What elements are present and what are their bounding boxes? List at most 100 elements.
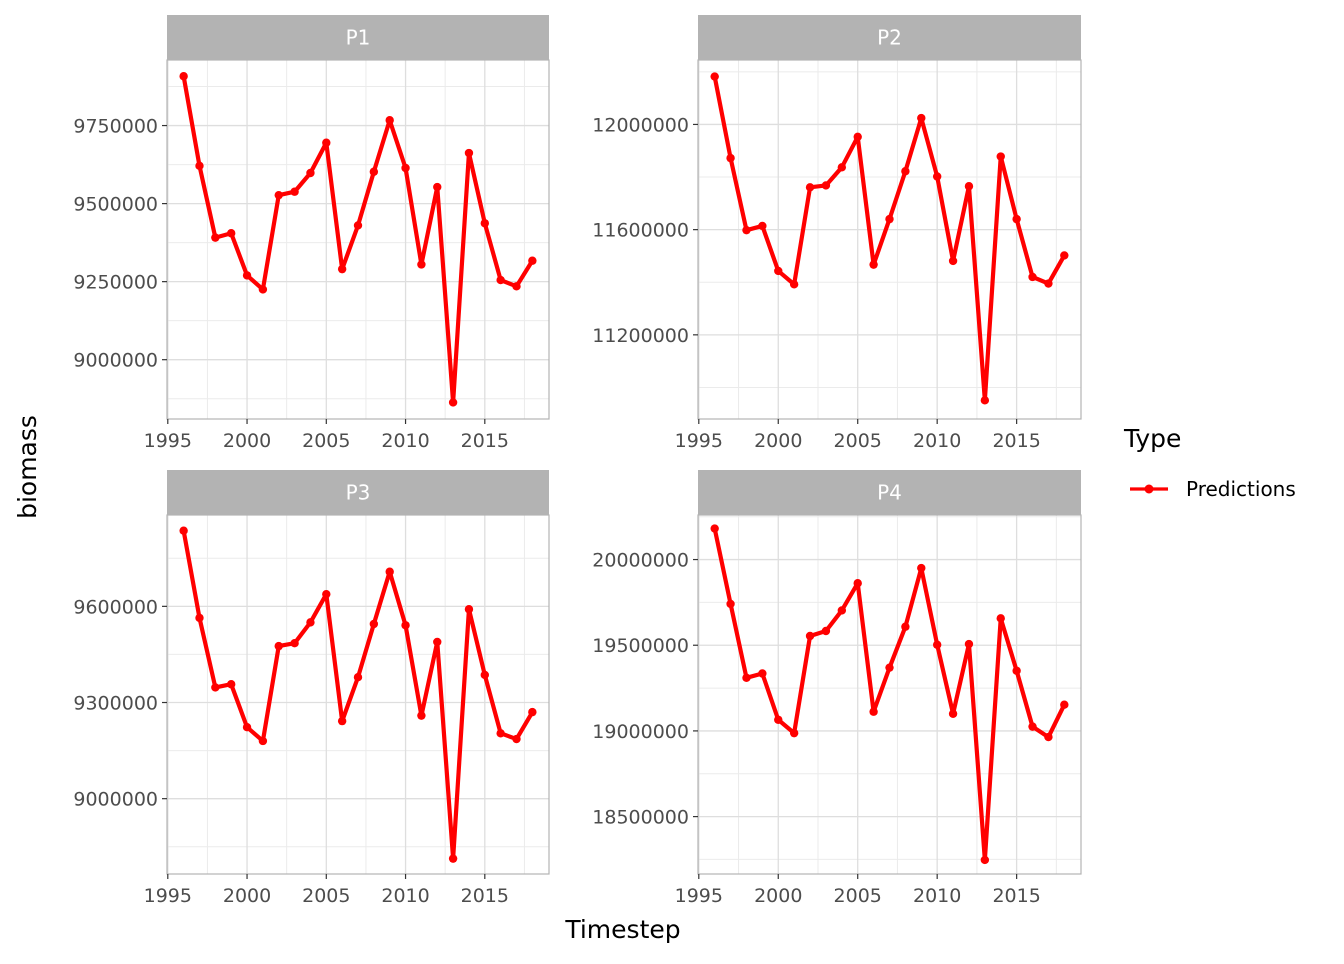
- panel-1-data-point: [369, 167, 379, 176]
- panel-1-data-point: [195, 161, 204, 171]
- panel-2-data-point: [805, 183, 815, 192]
- panel-1-y-tick-label: 9750000: [73, 116, 158, 138]
- panel-2-y-tick-label: 11200000: [592, 325, 689, 347]
- panel-4-data-point: [1060, 700, 1069, 709]
- panel-4-data-point: [964, 639, 974, 649]
- panel-3-data-point: [433, 637, 442, 647]
- panel-3-data-point: [195, 613, 204, 623]
- panel-2-data-point: [932, 172, 942, 181]
- panel-3-data-point: [258, 736, 268, 746]
- panel-1-x-tick-label: 1995: [144, 430, 192, 452]
- panel-4-data-point: [996, 614, 1005, 623]
- panel-2-x-tick-label: 2000: [754, 430, 802, 452]
- panel-1-data-point: [179, 72, 188, 81]
- panel-4-data-point: [869, 707, 878, 716]
- panel-1-border: [166, 59, 550, 420]
- panel-2-data-point: [758, 221, 767, 231]
- panel-3-data-point: [512, 734, 521, 744]
- panel-2-data-point: [901, 167, 910, 176]
- panel-2-strip: [698, 15, 1081, 60]
- panel-4-data-point: [774, 715, 783, 724]
- panel-4-y-tick-label: 18500000: [592, 807, 689, 829]
- panel-3-data-point: [290, 639, 299, 648]
- panel-2-data-point: [789, 280, 799, 289]
- panel-4-data-point: [726, 599, 735, 609]
- panel-1-strip-label: P1: [346, 26, 371, 50]
- panel-3-data-point: [226, 680, 236, 689]
- panel-2-data-point: [821, 181, 831, 190]
- panel-4-x-tick-label: 2010: [913, 885, 961, 907]
- panel-1-data-point: [353, 221, 363, 230]
- panel-4-data-point: [758, 669, 767, 678]
- panel-1-data-point: [496, 275, 505, 285]
- panel-2-data-point: [742, 225, 751, 235]
- panel-2-data-point: [964, 182, 974, 191]
- panel-1-data-point: [242, 271, 252, 280]
- panel-4-x-tick-label: 2005: [834, 885, 882, 907]
- panel-1-data-point: [385, 116, 394, 125]
- panel-4-x-tick-label: 2000: [754, 885, 802, 907]
- panel-4-data-point: [1028, 722, 1037, 731]
- panel-2-y-tick-label: 11600000: [592, 220, 689, 242]
- panel-1-data-point: [337, 264, 347, 274]
- panel-1-data-point: [480, 219, 490, 228]
- panel-1-data-point: [512, 282, 521, 291]
- panel-3-data-point: [369, 619, 379, 629]
- panel-2-y-tick-label: 12000000: [592, 114, 689, 136]
- panel-2-data-point: [1028, 272, 1037, 282]
- panel-3-strip-label: P3: [346, 481, 371, 505]
- panel-2-x-tick-label: 2010: [913, 430, 961, 452]
- panel-3-x-tick-label: 1995: [144, 885, 192, 907]
- panel-3-y-tick-label: 9300000: [73, 693, 158, 715]
- panel-4-data-point: [1012, 666, 1021, 675]
- panel-3-x-tick-label: 2000: [223, 885, 271, 907]
- panel-1-x-tick-label: 2010: [381, 430, 429, 452]
- panel-4-data-point: [789, 728, 799, 738]
- panel-3-y-tick-label: 9600000: [73, 596, 158, 618]
- panel-2-data-point: [837, 163, 847, 172]
- panel-2-data-point: [726, 153, 735, 163]
- panel-2-data-point: [774, 266, 783, 276]
- panel-2-x-tick-label: 2015: [992, 430, 1040, 452]
- panel-4-strip: [698, 470, 1081, 515]
- panel-1-data-point: [448, 398, 458, 407]
- panel-2-data-point: [1060, 251, 1069, 260]
- panel-4-x-tick-label: 1995: [675, 885, 723, 907]
- panel-3-data-point: [306, 618, 315, 627]
- panel-4-y-tick-label: 20000000: [592, 550, 689, 572]
- legend-key-point: [1144, 484, 1154, 494]
- panel-3-data-point: [417, 711, 426, 720]
- panel-3-data-point: [496, 729, 505, 738]
- panel-4-data-point: [948, 709, 958, 718]
- panel-4-data-point: [853, 579, 862, 588]
- panel-4-data-point: [837, 606, 847, 615]
- panel-2-data-point: [885, 214, 894, 224]
- panel-3-data-point: [211, 683, 220, 692]
- panel-1-data-point: [322, 138, 331, 147]
- legend-label: Predictions: [1186, 477, 1296, 501]
- panel-2-data-point: [948, 256, 958, 266]
- legend-title: Type: [1123, 424, 1181, 453]
- panel-2-x-tick-label: 2005: [834, 430, 882, 452]
- panel-4-data-point: [821, 626, 831, 636]
- x-axis-title: Timestep: [564, 915, 680, 944]
- panel-3-x-tick-label: 2010: [381, 885, 429, 907]
- panel-2-data-point: [917, 113, 926, 123]
- panel-1-y-tick-label: 9000000: [73, 350, 158, 372]
- panel-3-data-point: [448, 854, 458, 863]
- panel-4-data-point: [742, 673, 751, 682]
- panel-4-data-point: [980, 855, 990, 865]
- panel-1-data-point: [528, 256, 537, 265]
- panel-2-data-point: [869, 260, 878, 269]
- panel-4-series-line: [712, 526, 1067, 863]
- panel-2-data-point: [1012, 214, 1021, 224]
- panel-2-x-tick-label: 1995: [675, 430, 723, 452]
- panel-4-data-point: [710, 524, 719, 533]
- panel-2-strip-label: P2: [877, 26, 902, 50]
- panel-4-y-tick-label: 19000000: [592, 721, 689, 743]
- panel-3-data-point: [274, 641, 283, 651]
- panel-2-data-point: [1044, 279, 1053, 288]
- panel-3-data-point: [385, 567, 394, 576]
